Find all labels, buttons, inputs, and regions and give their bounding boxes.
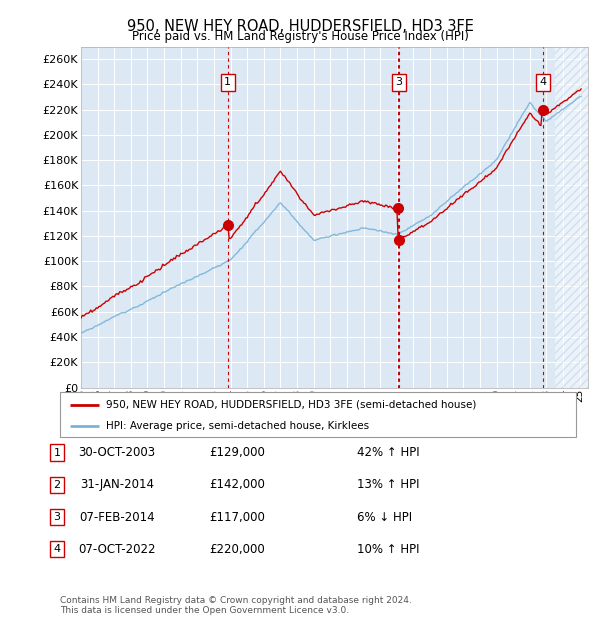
Text: 950, NEW HEY ROAD, HUDDERSFIELD, HD3 3FE (semi-detached house): 950, NEW HEY ROAD, HUDDERSFIELD, HD3 3FE… xyxy=(106,400,477,410)
Text: 950, NEW HEY ROAD, HUDDERSFIELD, HD3 3FE: 950, NEW HEY ROAD, HUDDERSFIELD, HD3 3FE xyxy=(127,19,473,33)
Text: 1: 1 xyxy=(224,78,231,87)
Text: 3: 3 xyxy=(53,512,61,522)
Text: 07-OCT-2022: 07-OCT-2022 xyxy=(78,543,156,556)
Text: 31-JAN-2014: 31-JAN-2014 xyxy=(80,479,154,491)
Text: HPI: Average price, semi-detached house, Kirklees: HPI: Average price, semi-detached house,… xyxy=(106,421,370,431)
Text: £117,000: £117,000 xyxy=(209,511,265,523)
Text: 13% ↑ HPI: 13% ↑ HPI xyxy=(357,479,419,491)
Text: 6% ↓ HPI: 6% ↓ HPI xyxy=(357,511,412,523)
Text: 30-OCT-2003: 30-OCT-2003 xyxy=(79,446,155,459)
Text: 10% ↑ HPI: 10% ↑ HPI xyxy=(357,543,419,556)
Text: £220,000: £220,000 xyxy=(209,543,265,556)
Text: 4: 4 xyxy=(539,78,546,87)
Text: 07-FEB-2014: 07-FEB-2014 xyxy=(79,511,155,523)
Text: 1: 1 xyxy=(53,448,61,458)
Text: £129,000: £129,000 xyxy=(209,446,265,459)
Text: 2: 2 xyxy=(53,480,61,490)
Text: 3: 3 xyxy=(395,78,403,87)
Text: Price paid vs. HM Land Registry's House Price Index (HPI): Price paid vs. HM Land Registry's House … xyxy=(131,30,469,43)
Bar xyxy=(555,46,588,388)
Text: 42% ↑ HPI: 42% ↑ HPI xyxy=(357,446,419,459)
FancyBboxPatch shape xyxy=(60,392,576,437)
Text: £142,000: £142,000 xyxy=(209,479,265,491)
Text: 4: 4 xyxy=(53,544,61,554)
Text: Contains HM Land Registry data © Crown copyright and database right 2024.
This d: Contains HM Land Registry data © Crown c… xyxy=(60,596,412,615)
